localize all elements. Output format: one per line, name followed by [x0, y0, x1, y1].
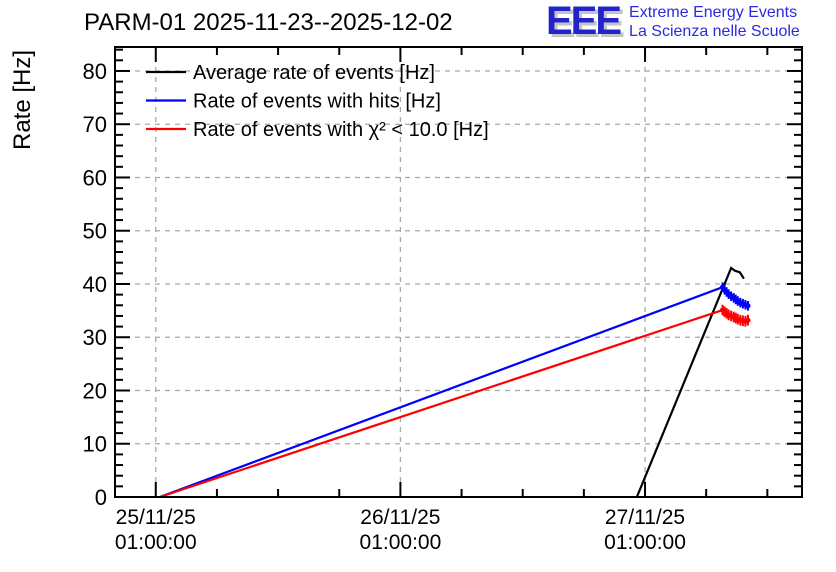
y-axis-title: Rate [Hz]: [9, 50, 36, 150]
svg-text:25/11/25: 25/11/25: [116, 506, 196, 529]
y-axis-labels: 0 10 20 30 40 50 60 70 80: [83, 59, 107, 510]
svg-text:Rate [Hz]: Rate [Hz]: [9, 50, 36, 150]
svg-text:50: 50: [83, 219, 107, 244]
svg-text:01:00:00: 01:00:00: [604, 531, 686, 554]
plot-frame: [114, 46, 803, 498]
svg-text:Rate of events with hits [Hz]: Rate of events with hits [Hz]: [193, 91, 441, 113]
eee-logo-text: Extreme Energy Events La Scienza nelle S…: [629, 2, 800, 42]
x-axis-labels: 25/11/2501:00:0026/11/2501:00:0027/11/25…: [115, 506, 686, 554]
axis-ticks: [115, 47, 802, 497]
svg-text:01:00:00: 01:00:00: [115, 531, 197, 554]
svg-text:Average rate of events [Hz]: Average rate of events [Hz]: [193, 62, 435, 84]
svg-text:0: 0: [95, 485, 107, 510]
svg-text:70: 70: [83, 112, 107, 137]
svg-text:60: 60: [83, 165, 107, 190]
svg-text:26/11/25: 26/11/25: [360, 506, 440, 529]
series-0: [635, 266, 745, 498]
chart-title: PARM-01 2025-11-23--2025-12-02: [84, 9, 453, 36]
eee-logo-line1: Extreme Energy Events: [629, 4, 798, 21]
svg-text:80: 80: [83, 59, 107, 84]
svg-text:Rate of events with χ² < 10.0: Rate of events with χ² < 10.0 [Hz]: [193, 119, 489, 141]
svg-text:40: 40: [83, 272, 107, 297]
eee-logo-line2: La Scienza nelle Scuole: [629, 22, 800, 40]
series-2: [159, 304, 751, 499]
series-1: [159, 282, 751, 499]
svg-text:20: 20: [83, 378, 107, 403]
eee-logo: EEE Extreme Energy Events La Scienza nel…: [546, 0, 800, 43]
eee-logo-letters: EEE: [546, 0, 622, 43]
svg-text:01:00:00: 01:00:00: [360, 531, 442, 554]
svg-text:27/11/25: 27/11/25: [605, 506, 685, 529]
svg-text:30: 30: [83, 325, 107, 350]
legend: Average rate of events [Hz] Rate of event…: [146, 62, 489, 141]
svg-text:10: 10: [83, 432, 107, 457]
gridlines: [115, 47, 802, 497]
